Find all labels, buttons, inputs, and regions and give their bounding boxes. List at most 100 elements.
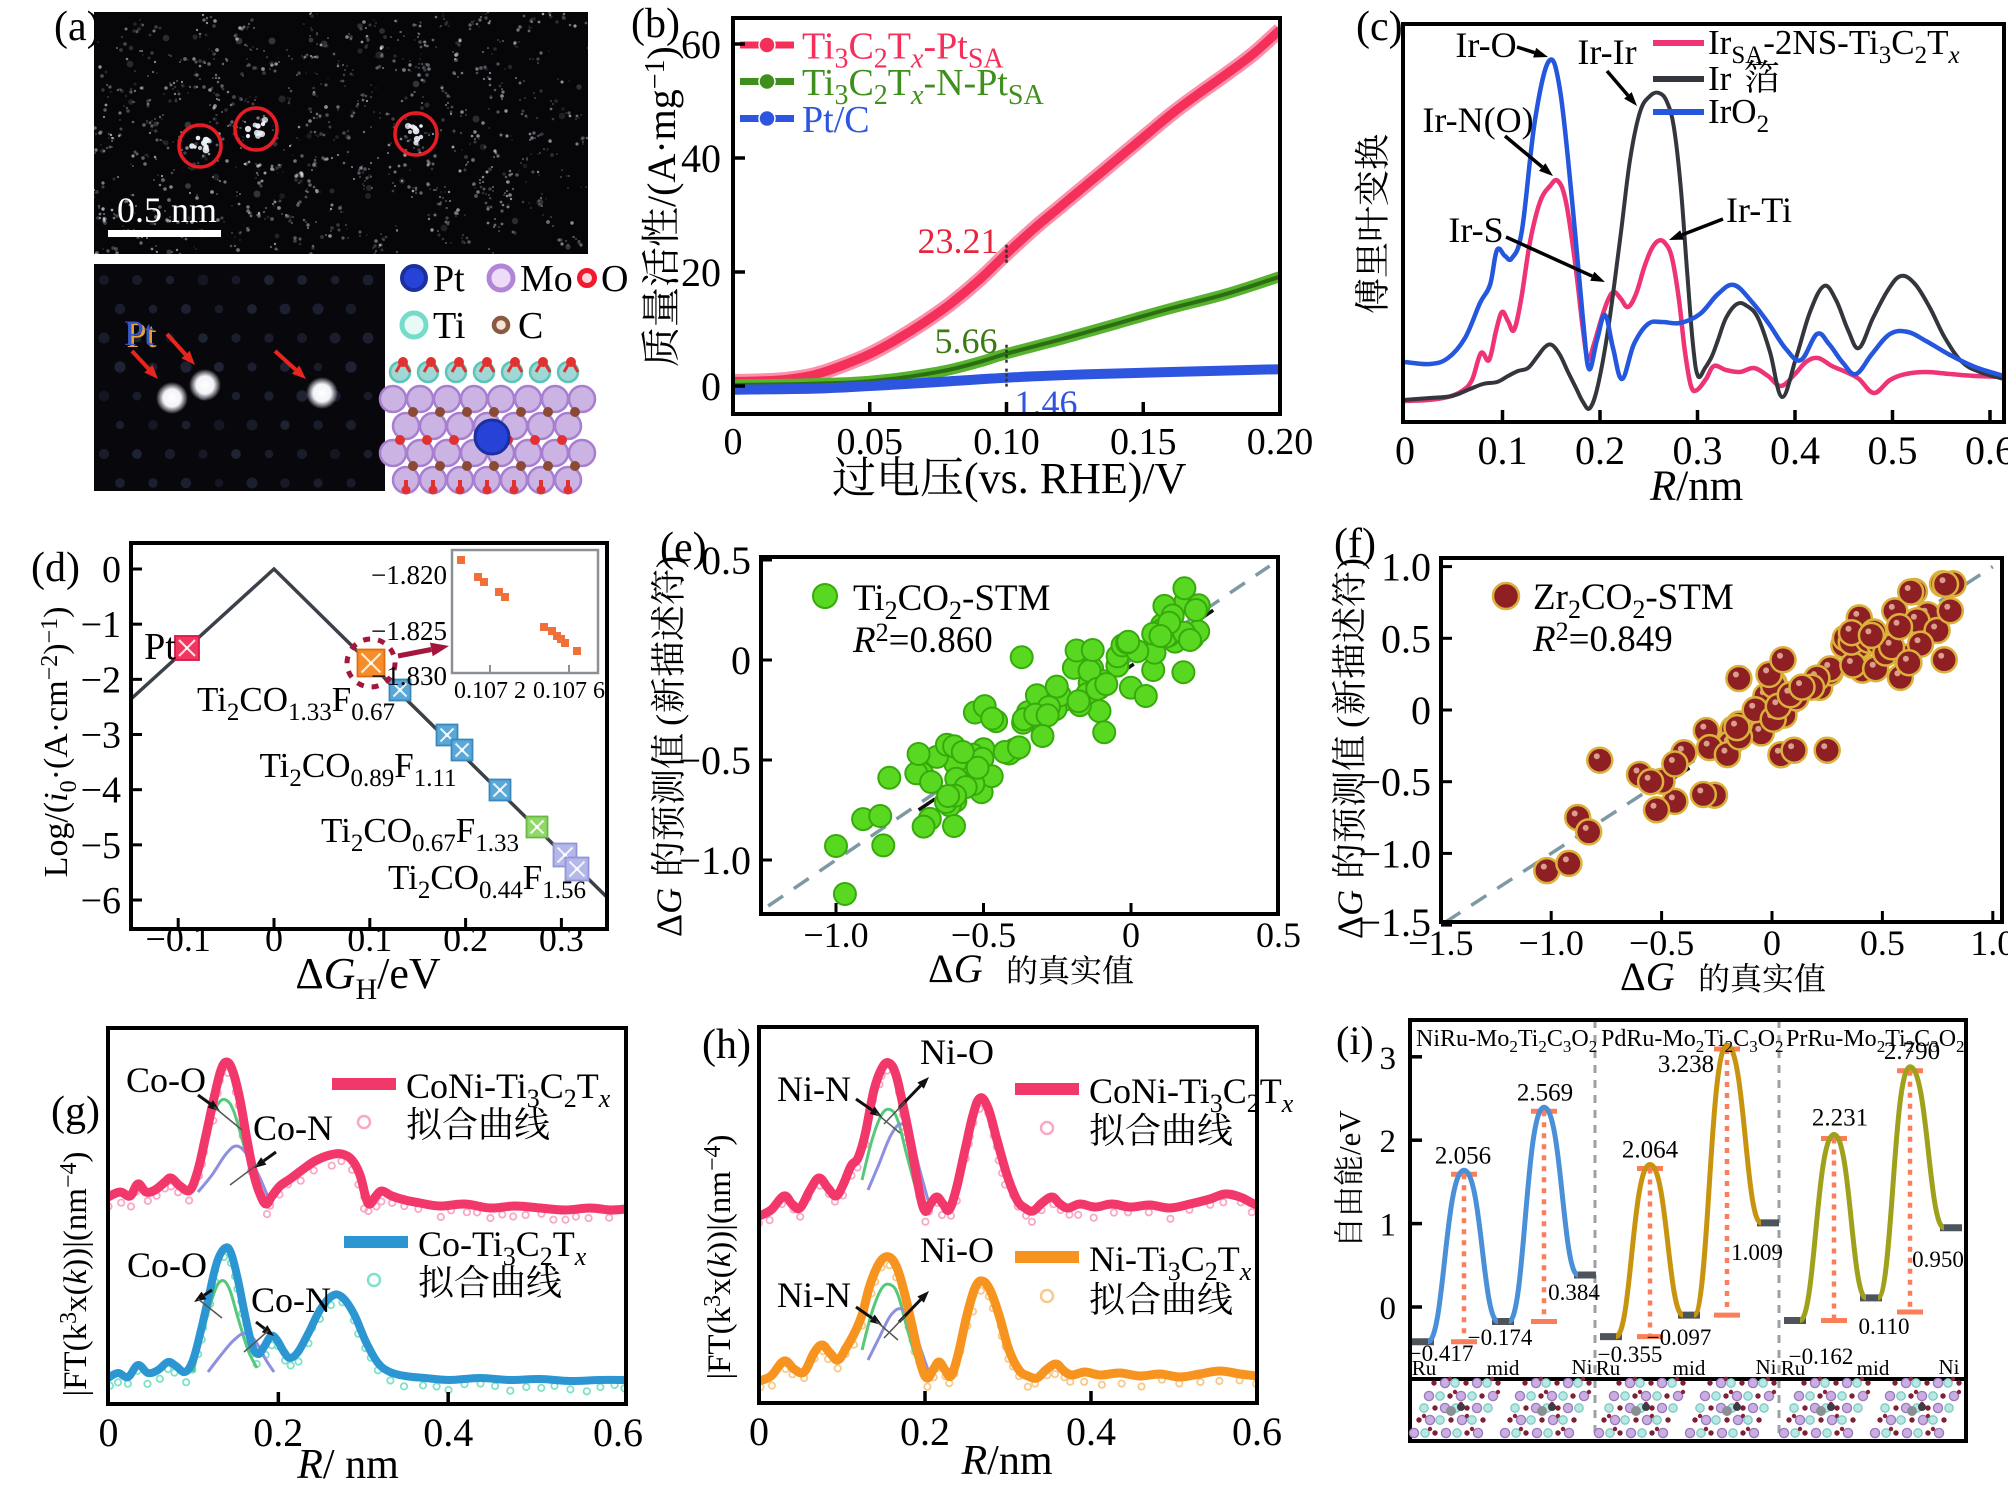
svg-text:0.4: 0.4 <box>423 1410 473 1455</box>
svg-text:0.4: 0.4 <box>1770 428 1820 473</box>
svg-text:Ru: Ru <box>1412 1356 1437 1380</box>
svg-text:0.6: 0.6 <box>593 1410 643 1455</box>
svg-text:Pt: Pt <box>124 313 154 353</box>
svg-text:(d): (d) <box>31 545 80 591</box>
svg-text:mid: mid <box>1857 1356 1890 1380</box>
svg-text:Ti2CO0.89F1.11: Ti2CO0.89F1.11 <box>259 746 456 792</box>
svg-text:−1.5: −1.5 <box>1358 900 1431 945</box>
svg-text:2.056: 2.056 <box>1435 1142 1491 1169</box>
svg-text:3: 3 <box>1380 1041 1397 1077</box>
svg-text:0.5: 0.5 <box>701 538 751 583</box>
svg-text:0.3: 0.3 <box>1673 428 1723 473</box>
svg-text:ΔG: ΔG <box>649 888 689 937</box>
svg-text:Ni: Ni <box>1756 1355 1777 1379</box>
svg-text:0.2: 0.2 <box>253 1410 303 1455</box>
svg-text:0: 0 <box>265 919 283 959</box>
svg-text:0.5: 0.5 <box>1256 915 1301 955</box>
svg-text:Pt: Pt <box>433 258 465 300</box>
svg-text:Ir-Ti: Ir-Ti <box>1726 190 1792 230</box>
svg-text:−0.097: −0.097 <box>1647 1325 1712 1350</box>
svg-text:Ti2CO0.67F1.33: Ti2CO0.67F1.33 <box>321 811 519 857</box>
svg-text:−0.1: −0.1 <box>146 919 211 959</box>
svg-text:−0.417: −0.417 <box>1409 1341 1474 1366</box>
svg-text:−1: −1 <box>81 604 121 646</box>
svg-text:0.950: 0.950 <box>1912 1247 1964 1272</box>
svg-text:−3: −3 <box>81 715 121 757</box>
svg-text:0.10: 0.10 <box>973 421 1040 463</box>
svg-text:0: 0 <box>1122 915 1140 955</box>
svg-text:−1.820: −1.820 <box>371 560 447 590</box>
svg-text:0.20: 0.20 <box>1247 421 1314 463</box>
svg-text:−1.0: −1.0 <box>678 838 751 883</box>
svg-text:0: 0 <box>731 638 751 683</box>
svg-text:Ni-O: Ni-O <box>920 1230 994 1270</box>
svg-text:ΔG: ΔG <box>1330 890 1370 939</box>
svg-text:2.790: 2.790 <box>1884 1038 1940 1065</box>
svg-text:0.107 6: 0.107 6 <box>533 678 605 704</box>
svg-text:O: O <box>601 258 628 300</box>
svg-text:0.05: 0.05 <box>837 421 904 463</box>
svg-text:0: 0 <box>1395 428 1415 473</box>
svg-text:0.6: 0.6 <box>1232 1409 1282 1454</box>
svg-text:Co-N: Co-N <box>251 1280 331 1320</box>
svg-text:Mo: Mo <box>520 258 573 300</box>
svg-text:0: 0 <box>1411 688 1431 733</box>
svg-text:R2=0.860: R2=0.860 <box>852 618 993 661</box>
svg-text:0: 0 <box>99 1410 119 1455</box>
svg-text:Ni-N: Ni-N <box>777 1275 851 1315</box>
svg-text:1.46: 1.46 <box>1015 383 1078 423</box>
svg-text:20: 20 <box>681 250 721 295</box>
svg-text:−0.174: −0.174 <box>1468 1325 1533 1350</box>
svg-text:/(A·mg−1): /(A·mg−1) <box>639 46 684 207</box>
svg-text:Ni-N: Ni-N <box>777 1069 851 1109</box>
svg-text:2.064: 2.064 <box>1622 1137 1679 1164</box>
svg-text:0.5: 0.5 <box>1860 923 1905 963</box>
svg-text:0.107 2: 0.107 2 <box>454 678 526 704</box>
svg-text:0: 0 <box>1763 923 1781 963</box>
svg-text:Co-O: Co-O <box>126 1060 206 1100</box>
svg-text:Pt: Pt <box>127 315 157 355</box>
svg-text:−4: −4 <box>81 770 121 812</box>
svg-text:−5: −5 <box>81 825 121 867</box>
svg-text:−1.5: −1.5 <box>1408 923 1473 963</box>
svg-text:C: C <box>518 305 543 347</box>
svg-text:): ) <box>649 556 689 568</box>
svg-text:Co-N: Co-N <box>253 1108 333 1148</box>
svg-text:(: ( <box>1330 716 1370 728</box>
svg-text:R/nm: R/nm <box>1649 463 1743 510</box>
svg-text:Ir-Ir: Ir-Ir <box>1577 32 1636 72</box>
svg-text:2.231: 2.231 <box>1812 1104 1868 1131</box>
svg-text:−1.825: −1.825 <box>371 616 447 646</box>
svg-text:Ni: Ni <box>1572 1355 1593 1379</box>
svg-text:−0.5: −0.5 <box>678 738 751 783</box>
svg-text:0.110: 0.110 <box>1859 1314 1910 1339</box>
svg-text:Pt: Pt <box>144 626 176 668</box>
svg-text:Ir-O: Ir-O <box>1455 25 1516 65</box>
svg-text:2: 2 <box>1380 1124 1397 1160</box>
svg-text:(g): (g) <box>51 1089 100 1135</box>
svg-text:0.2: 0.2 <box>900 1409 950 1454</box>
svg-text:1: 1 <box>1380 1208 1397 1244</box>
svg-text:(vs. RHE)/V: (vs. RHE)/V <box>964 454 1187 503</box>
svg-text:PrRu-Mo2Ti2C3O2: PrRu-Mo2Ti2C3O2 <box>1786 1026 1965 1056</box>
svg-text:0: 0 <box>701 364 721 409</box>
svg-text:1.0: 1.0 <box>1970 923 2008 963</box>
svg-text:(a): (a) <box>54 4 101 50</box>
svg-text:0.384: 0.384 <box>1548 1280 1600 1305</box>
svg-text:ΔG: ΔG <box>928 946 983 991</box>
svg-text:0.5: 0.5 <box>1868 428 1918 473</box>
svg-text:Ir: Ir <box>1708 59 1732 98</box>
svg-text:0: 0 <box>724 421 743 463</box>
svg-text:/eV: /eV <box>1332 1110 1367 1155</box>
svg-text:−6: −6 <box>81 880 121 922</box>
svg-text:−0.355: −0.355 <box>1598 1342 1663 1367</box>
svg-text:0: 0 <box>749 1409 769 1454</box>
svg-text:IrO2: IrO2 <box>1708 92 1769 138</box>
svg-text:23.21: 23.21 <box>918 221 999 261</box>
svg-text:1.009: 1.009 <box>1731 1240 1783 1265</box>
svg-text:R/ nm: R/ nm <box>296 1442 399 1488</box>
svg-text:Log/(i0·(A·cm−2)−1): Log/(i0·(A·cm−2)−1) <box>37 607 82 878</box>
svg-text:Ti: Ti <box>433 305 465 347</box>
svg-text:−1.0: −1.0 <box>1358 831 1431 876</box>
svg-text:CoNi-Ti3C2Tx: CoNi-Ti3C2Tx <box>406 1066 611 1113</box>
